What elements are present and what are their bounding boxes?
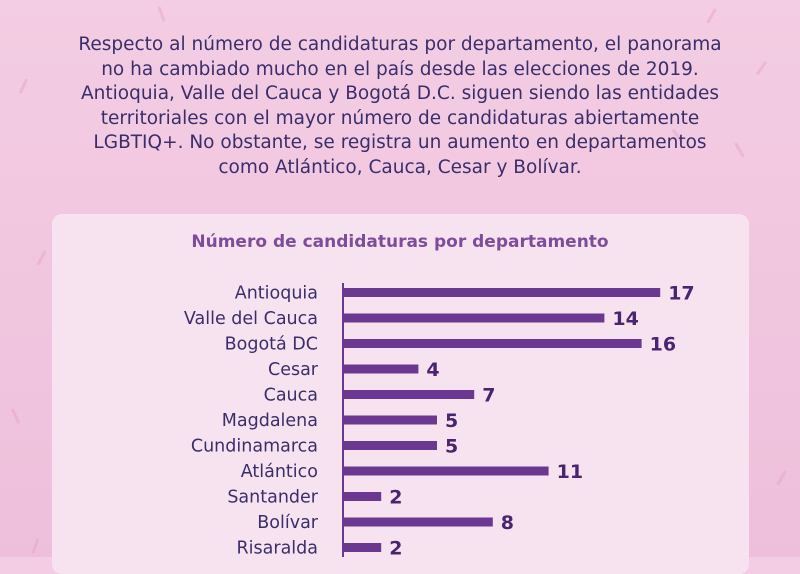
category-label: Valle del Cauca bbox=[184, 309, 318, 329]
bar bbox=[344, 543, 382, 552]
bar bbox=[344, 466, 549, 476]
bar bbox=[344, 313, 605, 323]
bar bbox=[344, 415, 437, 425]
bar bbox=[344, 492, 382, 501]
value-label: 5 bbox=[445, 410, 458, 432]
bar bbox=[344, 288, 661, 297]
value-label: 2 bbox=[389, 487, 402, 509]
bar bbox=[344, 364, 419, 374]
category-label: Antioquia bbox=[235, 284, 318, 304]
category-label: Santander bbox=[227, 488, 318, 508]
value-label: 5 bbox=[445, 436, 458, 458]
value-label: 8 bbox=[501, 512, 514, 534]
category-label: Bogotá DC bbox=[225, 335, 318, 355]
value-label: 16 bbox=[650, 334, 676, 356]
category-label: Atlántico bbox=[241, 462, 318, 482]
bar-chart: Antioquia 17 Valle del Cauca 14 Bogotá DC 16 C… bbox=[184, 283, 695, 558]
bar bbox=[344, 441, 437, 450]
category-label: Cesar bbox=[268, 360, 319, 380]
category-label: Bolívar bbox=[257, 513, 319, 533]
category-label: Risaralda bbox=[237, 539, 318, 558]
value-label: 7 bbox=[482, 385, 495, 407]
bar bbox=[344, 390, 475, 399]
category-label: Magdalena bbox=[222, 411, 318, 431]
category-label: Cauca bbox=[264, 386, 318, 406]
bar bbox=[344, 517, 493, 527]
chart-title: Número de candidaturas por departamento bbox=[191, 232, 609, 252]
value-label: 4 bbox=[426, 359, 439, 381]
category-label: Cundinamarca bbox=[191, 437, 318, 457]
value-label: 11 bbox=[557, 461, 583, 483]
bar bbox=[344, 339, 642, 348]
value-label: 17 bbox=[668, 283, 694, 305]
value-label: 14 bbox=[612, 308, 638, 330]
intro-paragraph: Respecto al número de candidaturas por d… bbox=[78, 34, 722, 178]
value-label: 2 bbox=[389, 538, 402, 558]
